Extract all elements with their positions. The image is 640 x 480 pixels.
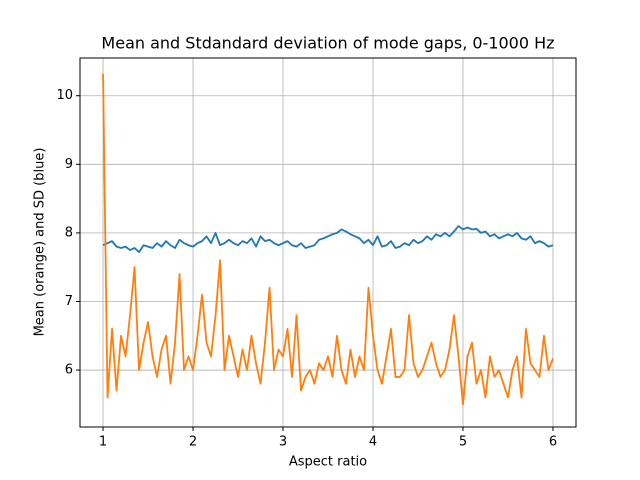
y-tick-label: 8 xyxy=(65,225,73,240)
y-tick-label: 7 xyxy=(65,294,73,309)
data-line xyxy=(102,73,554,406)
x-tick-label: 2 xyxy=(189,435,197,450)
x-tick-label: 5 xyxy=(459,435,467,450)
chart-title: Mean and Stdandard deviation of mode gap… xyxy=(101,34,554,53)
x-tick-label: 6 xyxy=(549,435,557,450)
y-tick-label: 10 xyxy=(56,88,73,103)
y-tick-label: 6 xyxy=(65,363,73,378)
data-line xyxy=(102,225,554,253)
plot-frame xyxy=(79,57,577,428)
x-axis-label: Aspect ratio xyxy=(289,455,367,470)
y-tick-label: 9 xyxy=(65,157,73,172)
x-tick-label: 3 xyxy=(279,435,287,450)
x-tick-label: 4 xyxy=(369,435,377,450)
y-axis-label: Mean (orange) and SD (blue) xyxy=(33,148,48,337)
x-tick-label: 1 xyxy=(99,435,107,450)
